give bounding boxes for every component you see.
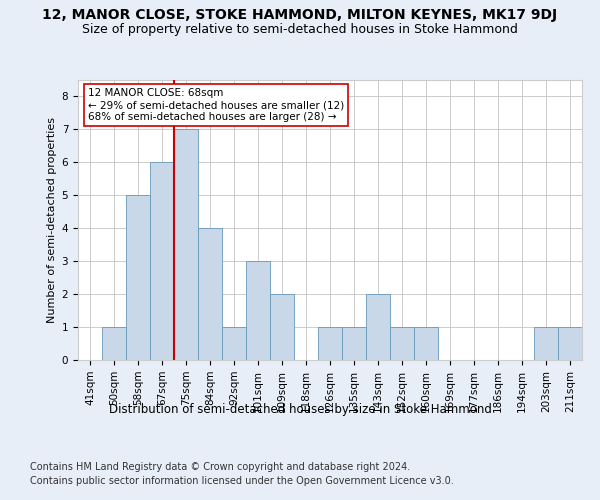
Bar xyxy=(270,294,294,360)
Bar xyxy=(174,130,198,360)
Bar xyxy=(414,327,438,360)
Text: Contains HM Land Registry data © Crown copyright and database right 2024.: Contains HM Land Registry data © Crown c… xyxy=(30,462,410,472)
Text: 12 MANOR CLOSE: 68sqm
← 29% of semi-detached houses are smaller (12)
68% of semi: 12 MANOR CLOSE: 68sqm ← 29% of semi-deta… xyxy=(88,88,344,122)
Bar xyxy=(534,327,558,360)
Bar xyxy=(126,196,150,360)
Y-axis label: Number of semi-detached properties: Number of semi-detached properties xyxy=(47,117,58,323)
Bar xyxy=(342,327,366,360)
Text: Contains public sector information licensed under the Open Government Licence v3: Contains public sector information licen… xyxy=(30,476,454,486)
Bar xyxy=(558,327,582,360)
Bar xyxy=(198,228,222,360)
Text: Distribution of semi-detached houses by size in Stoke Hammond: Distribution of semi-detached houses by … xyxy=(109,402,491,415)
Text: Size of property relative to semi-detached houses in Stoke Hammond: Size of property relative to semi-detach… xyxy=(82,22,518,36)
Bar xyxy=(366,294,390,360)
Bar xyxy=(150,162,174,360)
Bar xyxy=(222,327,246,360)
Bar xyxy=(246,261,270,360)
Bar xyxy=(102,327,126,360)
Text: 12, MANOR CLOSE, STOKE HAMMOND, MILTON KEYNES, MK17 9DJ: 12, MANOR CLOSE, STOKE HAMMOND, MILTON K… xyxy=(43,8,557,22)
Bar xyxy=(390,327,414,360)
Bar xyxy=(318,327,342,360)
